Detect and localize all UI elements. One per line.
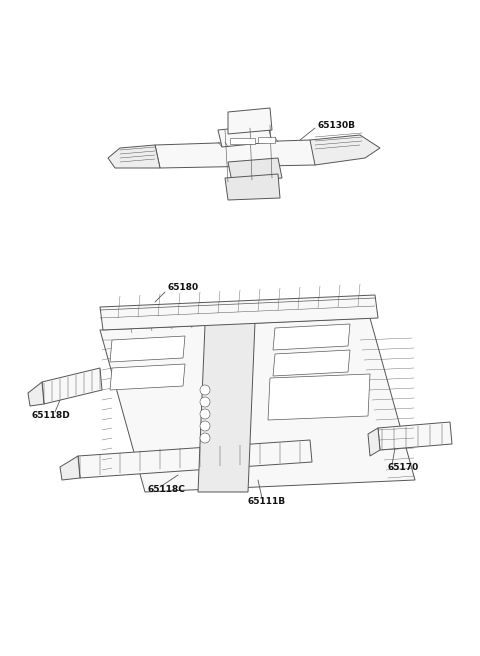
Circle shape [200, 397, 210, 407]
Polygon shape [230, 138, 255, 144]
Polygon shape [110, 364, 185, 390]
Polygon shape [110, 336, 185, 362]
Polygon shape [100, 318, 415, 492]
Polygon shape [155, 140, 330, 168]
Polygon shape [273, 350, 350, 376]
Polygon shape [228, 158, 282, 182]
Polygon shape [268, 374, 370, 420]
Text: 65170: 65170 [388, 464, 419, 472]
Polygon shape [218, 125, 272, 147]
Text: 65118C: 65118C [148, 485, 186, 495]
Polygon shape [378, 422, 452, 450]
Polygon shape [258, 137, 275, 143]
Polygon shape [310, 135, 380, 165]
Polygon shape [60, 456, 80, 480]
Circle shape [200, 409, 210, 419]
Text: 65130B: 65130B [318, 121, 356, 129]
Text: 65111B: 65111B [248, 497, 286, 506]
Polygon shape [42, 368, 102, 404]
Polygon shape [28, 382, 44, 406]
Polygon shape [100, 295, 378, 330]
Polygon shape [368, 428, 380, 456]
Polygon shape [225, 174, 280, 200]
Polygon shape [198, 322, 255, 492]
Polygon shape [108, 145, 160, 168]
Polygon shape [228, 108, 272, 134]
Polygon shape [78, 440, 312, 478]
Circle shape [200, 433, 210, 443]
Circle shape [200, 421, 210, 431]
Text: 65118D: 65118D [32, 411, 71, 420]
Circle shape [200, 385, 210, 395]
Text: 65180: 65180 [168, 283, 199, 293]
Polygon shape [273, 324, 350, 350]
